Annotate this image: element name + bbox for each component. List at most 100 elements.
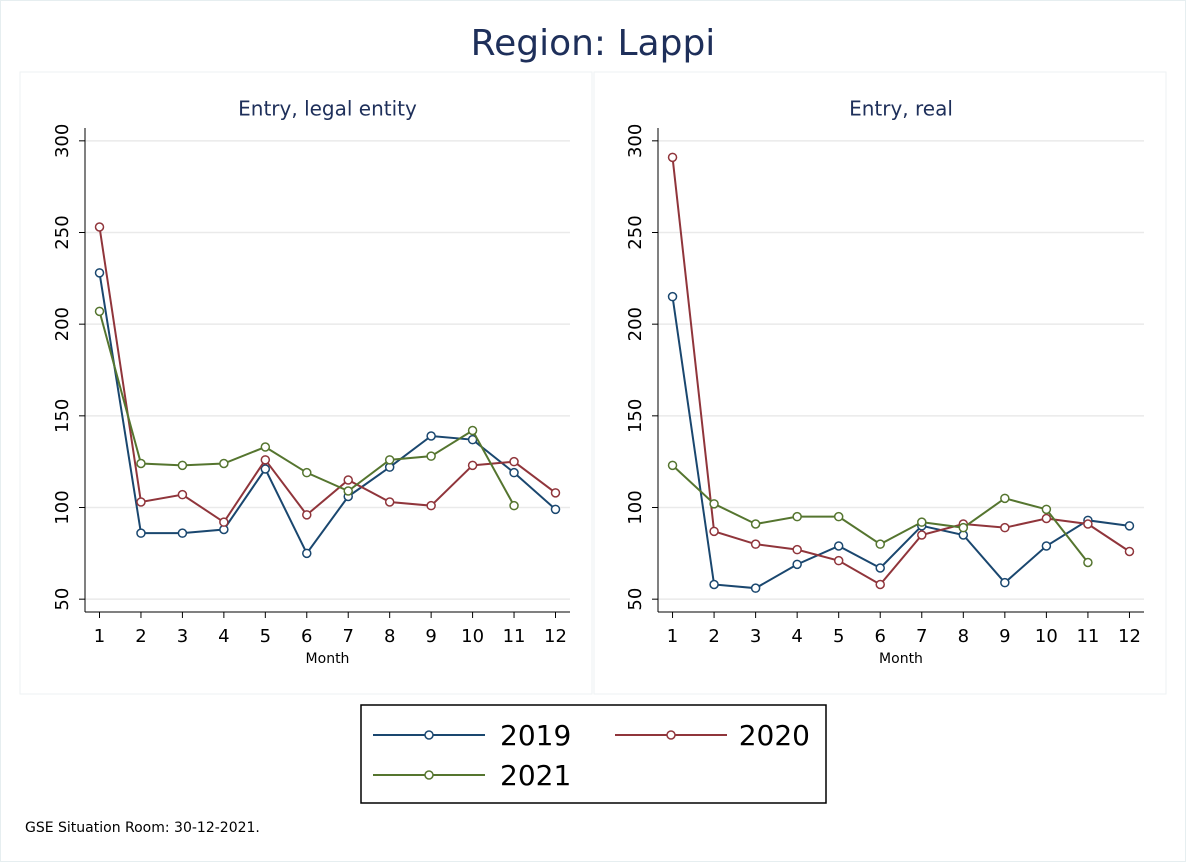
point (958, 522, 969, 533)
point (384, 455, 395, 465)
point (833, 511, 844, 522)
point (509, 500, 519, 511)
point (509, 456, 519, 467)
y-tick-label: 150 (625, 399, 646, 433)
point (467, 425, 478, 436)
point (550, 488, 561, 498)
point (750, 519, 761, 529)
point (1041, 504, 1052, 515)
point (875, 539, 885, 549)
y-tick-label: 150 (52, 399, 73, 433)
point (94, 268, 105, 278)
legend-marker (424, 730, 434, 740)
point (792, 511, 802, 522)
x-tick-label: 7 (916, 626, 927, 647)
legend-marker (424, 770, 434, 780)
x-tick-label: 1 (667, 626, 678, 647)
legend-label: 2019 (500, 719, 571, 752)
point (709, 526, 719, 537)
panel-title: Entry, legal entity (238, 97, 417, 121)
panel-frame (593, 71, 1167, 695)
point (136, 497, 146, 507)
point (94, 306, 105, 317)
x-tick-label: 4 (791, 626, 802, 647)
point (792, 544, 802, 555)
point (136, 528, 146, 538)
y-tick-label: 100 (625, 490, 646, 524)
series-line (98, 272, 557, 556)
point (177, 460, 188, 471)
point (1041, 513, 1052, 524)
point (343, 486, 353, 496)
x-tick-label: 12 (1118, 626, 1141, 647)
x-tick-label: 5 (260, 626, 271, 647)
point (302, 510, 312, 520)
point (260, 464, 271, 474)
x-tick-label: 2 (708, 626, 719, 647)
point (1083, 557, 1093, 568)
x-tick-label: 11 (503, 626, 526, 647)
point (302, 548, 312, 559)
x-tick-label: 2 (135, 626, 146, 647)
point (219, 458, 229, 469)
panel-frame (19, 71, 593, 695)
point (260, 442, 271, 452)
point (667, 460, 678, 471)
point (750, 539, 761, 549)
point (343, 475, 353, 485)
point (917, 517, 927, 527)
point (667, 152, 678, 163)
x-axis-label: Month (879, 651, 923, 667)
y-tick-label: 300 (625, 124, 646, 158)
x-tick-label: 8 (958, 626, 969, 647)
x-tick-label: 10 (1035, 626, 1058, 647)
legend-label: 2021 (500, 759, 571, 792)
point (875, 579, 885, 590)
point (260, 455, 271, 465)
point (550, 504, 561, 515)
x-tick-label: 8 (384, 626, 395, 647)
y-tick-label: 200 (625, 307, 646, 341)
point (709, 579, 719, 590)
legend-label: 2020 (739, 719, 810, 752)
x-tick-label: 6 (875, 626, 886, 647)
point (177, 489, 188, 500)
point (426, 500, 436, 511)
x-tick-label: 5 (833, 626, 844, 647)
point (709, 499, 719, 509)
point (833, 541, 844, 551)
y-tick-label: 50 (52, 588, 73, 611)
legend-marker (666, 730, 676, 740)
y-tick-label: 100 (52, 490, 73, 524)
point (1000, 522, 1010, 533)
point (509, 467, 519, 478)
point (302, 467, 312, 478)
x-axis-label: Month (306, 651, 350, 667)
y-tick-label: 250 (625, 215, 646, 249)
x-tick-label: 6 (301, 626, 312, 647)
point (1124, 546, 1135, 557)
point (426, 431, 436, 441)
x-tick-label: 1 (94, 626, 105, 647)
point (426, 451, 436, 461)
point (219, 517, 229, 527)
point (467, 460, 478, 471)
point (917, 530, 927, 540)
point (750, 583, 761, 593)
y-tick-label: 50 (625, 588, 646, 611)
y-tick-label: 300 (52, 124, 73, 158)
x-tick-label: 9 (999, 626, 1010, 647)
chart-title: Region: Lappi (471, 23, 716, 64)
point (1000, 577, 1010, 588)
series-line (98, 226, 557, 524)
x-tick-label: 12 (544, 626, 567, 647)
legend-box (360, 704, 827, 804)
point (833, 555, 844, 566)
point (94, 222, 105, 232)
point (792, 559, 802, 570)
y-tick-label: 200 (52, 307, 73, 341)
point (1041, 541, 1052, 551)
x-tick-label: 11 (1076, 626, 1099, 647)
panel-title: Entry, real (849, 97, 953, 121)
